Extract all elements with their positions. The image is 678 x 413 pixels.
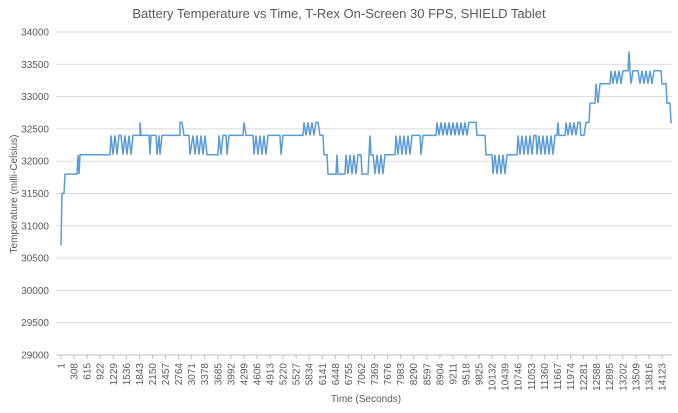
x-tick-label: 8904 xyxy=(435,363,446,386)
x-tick-label: 11974 xyxy=(566,363,577,391)
x-tick-label: 1843 xyxy=(135,363,146,386)
x-tick-label: 1229 xyxy=(109,363,120,386)
x-tick-label: 12281 xyxy=(579,363,590,391)
y-tick-label: 33000 xyxy=(21,92,49,103)
y-tick-label: 29500 xyxy=(21,318,49,329)
x-tick-label: 7062 xyxy=(357,363,368,386)
y-tick-label: 31500 xyxy=(21,189,49,200)
x-tick-label: 5527 xyxy=(292,363,303,386)
x-tick-label: 9211 xyxy=(448,363,459,385)
x-tick-label: 3685 xyxy=(213,363,224,386)
x-tick-label: 7983 xyxy=(396,363,407,386)
x-tick-label: 13202 xyxy=(618,363,629,391)
y-tick-label: 34000 xyxy=(21,28,49,39)
x-tick-label: 6448 xyxy=(331,363,342,386)
x-tick-label: 7676 xyxy=(383,363,394,386)
x-tick-label: 6755 xyxy=(344,363,355,386)
x-tick-label: 922 xyxy=(96,363,107,380)
x-axis-label: Time (Seconds) xyxy=(331,394,401,405)
x-tick-label: 5834 xyxy=(305,363,316,386)
x-tick-label: 13816 xyxy=(644,363,655,391)
x-tick-label: 8597 xyxy=(422,363,433,386)
y-tick-label: 31000 xyxy=(21,221,49,232)
x-tick-label: 11053 xyxy=(527,363,538,391)
x-tick-label: 615 xyxy=(83,363,94,380)
x-tick-label: 3378 xyxy=(200,363,211,386)
x-tick-label: 3992 xyxy=(226,363,237,386)
x-tick-label: 7369 xyxy=(370,363,381,386)
y-tick-label: 29000 xyxy=(21,351,49,362)
x-tick-label: 10746 xyxy=(514,363,525,391)
x-tick-label: 10132 xyxy=(488,363,499,391)
x-tick-label: 1536 xyxy=(122,363,133,386)
x-tick-label: 10439 xyxy=(501,363,512,391)
x-tick-label: 2764 xyxy=(174,363,185,386)
x-tick-label: 4299 xyxy=(239,363,250,386)
x-tick-label: 9825 xyxy=(475,363,486,386)
y-tick-label: 33500 xyxy=(21,60,49,71)
x-tick-label: 11360 xyxy=(540,363,551,391)
y-tick-label: 32000 xyxy=(21,157,49,168)
x-tick-label: 13509 xyxy=(631,363,642,391)
x-tick-label: 4913 xyxy=(266,363,277,386)
data-line xyxy=(60,51,672,246)
x-tick-label: 12895 xyxy=(605,363,616,391)
x-tick-label: 1 xyxy=(57,363,68,369)
x-tick-label: 308 xyxy=(70,363,81,380)
y-tick-label: 30500 xyxy=(21,254,49,265)
chart-title: Battery Temperature vs Time, T-Rex On-Sc… xyxy=(132,6,546,21)
x-tick-label: 2457 xyxy=(161,363,172,386)
x-tick-label: 6141 xyxy=(318,363,329,386)
y-tick-label: 30000 xyxy=(21,286,49,297)
x-tick-label: 12588 xyxy=(592,363,603,391)
x-tick-label: 9518 xyxy=(461,363,472,386)
x-tick-label: 14123 xyxy=(657,363,668,391)
x-tick-label: 11667 xyxy=(553,363,564,391)
x-tick-label: 8290 xyxy=(409,363,420,386)
y-axis-label: Temperature (milli-Celsius) xyxy=(9,135,20,254)
x-tick-label: 4606 xyxy=(252,363,263,386)
x-tick-label: 2150 xyxy=(148,363,159,386)
y-tick-label: 32500 xyxy=(21,124,49,135)
x-tick-label: 3071 xyxy=(187,363,198,386)
x-tick-label: 5220 xyxy=(279,363,290,386)
